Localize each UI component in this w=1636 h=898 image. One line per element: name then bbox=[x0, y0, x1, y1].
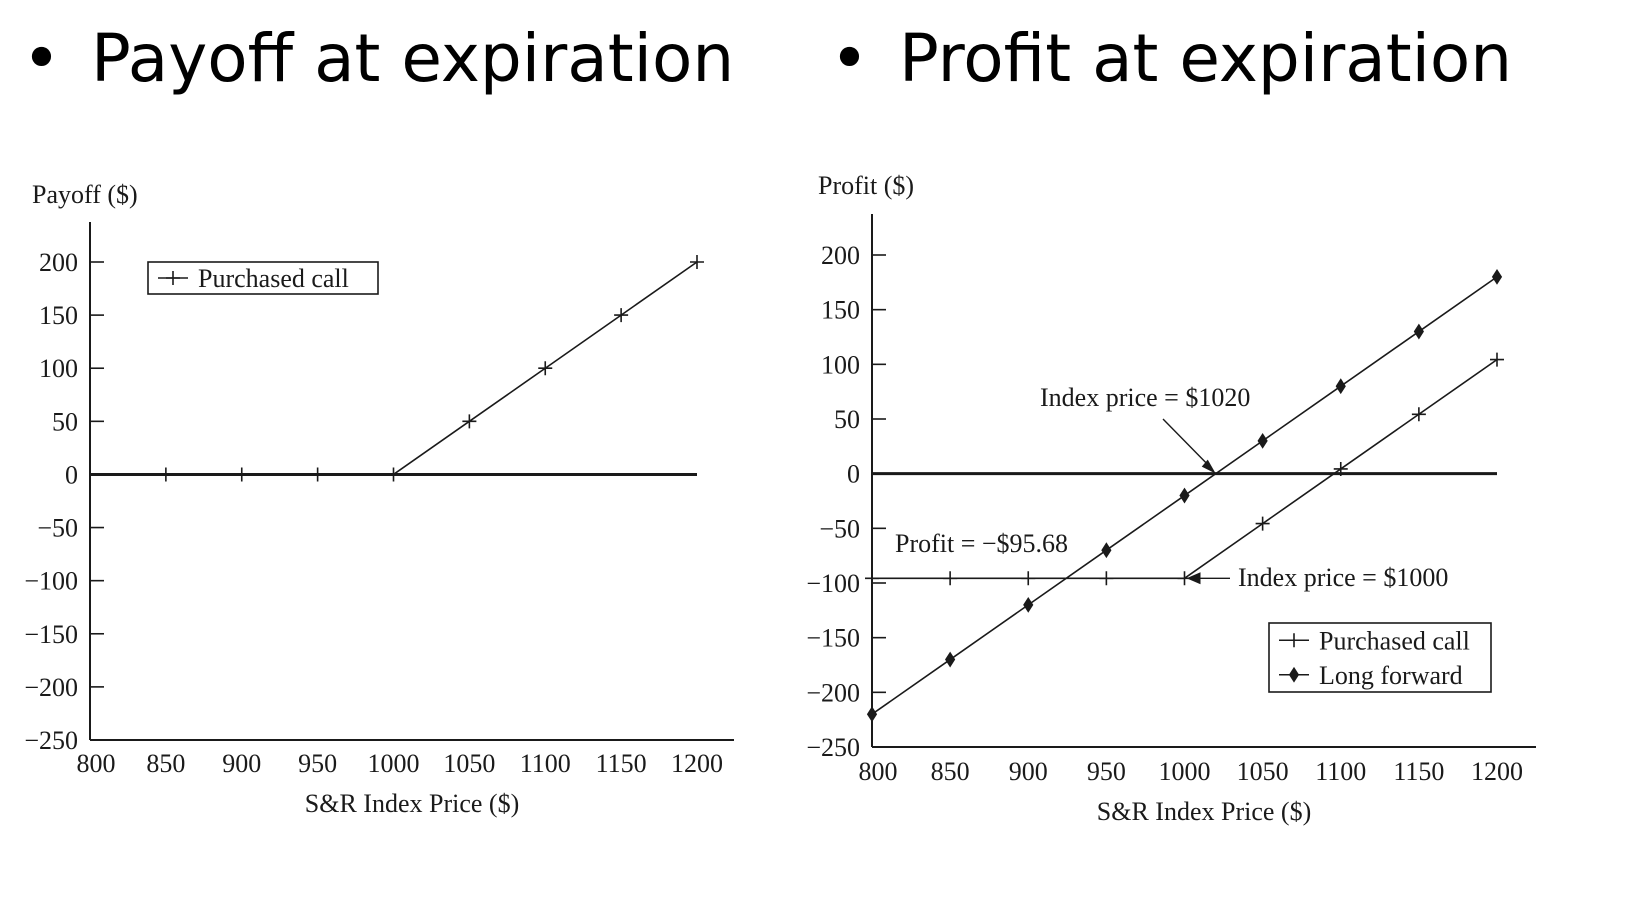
y-tick-label: −100 bbox=[24, 567, 78, 596]
x-tick-label: 1200 bbox=[1471, 757, 1523, 786]
y-tick-label: 50 bbox=[834, 405, 860, 434]
y-tick-label: 50 bbox=[52, 407, 78, 436]
y-tick-label: −150 bbox=[806, 624, 860, 653]
y-tick-label: 200 bbox=[821, 241, 860, 270]
legend-swatch-marker bbox=[1287, 633, 1301, 648]
x-axis-title: S&R Index Price ($) bbox=[1097, 797, 1311, 826]
bullet-glyph: • bbox=[830, 20, 869, 97]
legend-label: Purchased call bbox=[1319, 626, 1470, 655]
y-tick-label: −250 bbox=[24, 726, 78, 755]
data-point bbox=[158, 467, 173, 482]
bullet-glyph: • bbox=[22, 20, 61, 97]
legend-swatch-marker bbox=[1288, 666, 1300, 683]
data-point bbox=[386, 467, 401, 482]
data-point bbox=[1411, 407, 1426, 422]
y-tick-label: 100 bbox=[39, 354, 78, 383]
heading-profit-text: Profit at expiration bbox=[898, 20, 1513, 97]
y-axis-title: Payoff ($) bbox=[32, 180, 138, 209]
data-point bbox=[690, 255, 704, 269]
y-tick-label: −50 bbox=[819, 514, 860, 543]
data-point bbox=[538, 361, 553, 376]
x-tick-label: 1200 bbox=[671, 749, 723, 778]
data-point bbox=[1021, 571, 1036, 586]
data-point bbox=[1179, 487, 1190, 504]
x-tick-label: 1000 bbox=[368, 749, 420, 778]
x-tick-label: 1050 bbox=[443, 749, 495, 778]
x-tick-label: 800 bbox=[859, 757, 898, 786]
y-tick-label: 150 bbox=[821, 296, 860, 325]
data-point bbox=[1490, 352, 1504, 367]
x-tick-label: 900 bbox=[1009, 757, 1048, 786]
data-point bbox=[234, 467, 249, 482]
x-tick-label: 1100 bbox=[1315, 757, 1366, 786]
data-point bbox=[865, 571, 879, 586]
annotation-label: Index price = $1020 bbox=[1040, 383, 1250, 412]
x-tick-label: 800 bbox=[77, 749, 116, 778]
y-tick-label: 0 bbox=[847, 460, 860, 489]
y-tick-label: −150 bbox=[24, 620, 78, 649]
heading-profit: • Profit at expiration bbox=[830, 14, 1512, 104]
legend-label: Purchased call bbox=[198, 264, 349, 293]
data-point bbox=[943, 571, 958, 586]
y-tick-label: −250 bbox=[806, 733, 860, 762]
data-point bbox=[1023, 596, 1034, 613]
x-tick-label: 850 bbox=[931, 757, 970, 786]
data-point bbox=[1255, 516, 1270, 531]
x-tick-label: 1150 bbox=[1393, 757, 1444, 786]
y-tick-label: −200 bbox=[806, 678, 860, 707]
legend-label: Long forward bbox=[1319, 661, 1463, 690]
x-tick-label: 950 bbox=[1087, 757, 1126, 786]
data-point bbox=[866, 706, 878, 723]
y-tick-label: −50 bbox=[37, 514, 78, 543]
x-tick-label: 850 bbox=[146, 749, 185, 778]
legend-box bbox=[1268, 622, 1492, 693]
x-tick-label: 1050 bbox=[1237, 757, 1289, 786]
series-line bbox=[165, 261, 698, 476]
data-point bbox=[945, 651, 956, 668]
x-axis-title: S&R Index Price ($) bbox=[305, 789, 519, 818]
annotation-label: Profit = −$95.68 bbox=[895, 529, 1068, 558]
x-tick-label: 1150 bbox=[596, 749, 647, 778]
annotation-arrowhead bbox=[1201, 459, 1216, 474]
y-tick-label: 150 bbox=[39, 301, 78, 330]
y-tick-label: 200 bbox=[39, 248, 78, 277]
data-point bbox=[462, 414, 477, 429]
x-tick-label: 950 bbox=[298, 749, 337, 778]
annotation-arrowhead bbox=[1186, 572, 1201, 585]
legend-swatch-marker bbox=[166, 271, 180, 285]
annotation-label: Index price = $1000 bbox=[1238, 563, 1448, 592]
x-tick-label: 1000 bbox=[1159, 757, 1211, 786]
heading-payoff: • Payoff at expiration bbox=[22, 14, 734, 104]
data-point bbox=[1101, 542, 1112, 559]
data-point bbox=[310, 467, 325, 482]
y-tick-label: 0 bbox=[65, 460, 78, 489]
data-point bbox=[614, 308, 629, 323]
data-point bbox=[1257, 432, 1268, 449]
y-tick-label: 100 bbox=[821, 350, 860, 379]
x-tick-label: 900 bbox=[222, 749, 261, 778]
heading-payoff-text: Payoff at expiration bbox=[90, 20, 735, 97]
annotation-arrow bbox=[1162, 418, 1213, 470]
y-axis-title: Profit ($) bbox=[818, 171, 914, 200]
data-point bbox=[1099, 571, 1114, 586]
data-point bbox=[1413, 323, 1424, 340]
y-tick-label: −200 bbox=[24, 673, 78, 702]
data-point bbox=[1491, 268, 1503, 285]
x-tick-label: 1100 bbox=[520, 749, 571, 778]
data-point bbox=[1335, 378, 1346, 395]
data-point bbox=[1333, 461, 1348, 476]
y-tick-label: −100 bbox=[806, 569, 860, 598]
